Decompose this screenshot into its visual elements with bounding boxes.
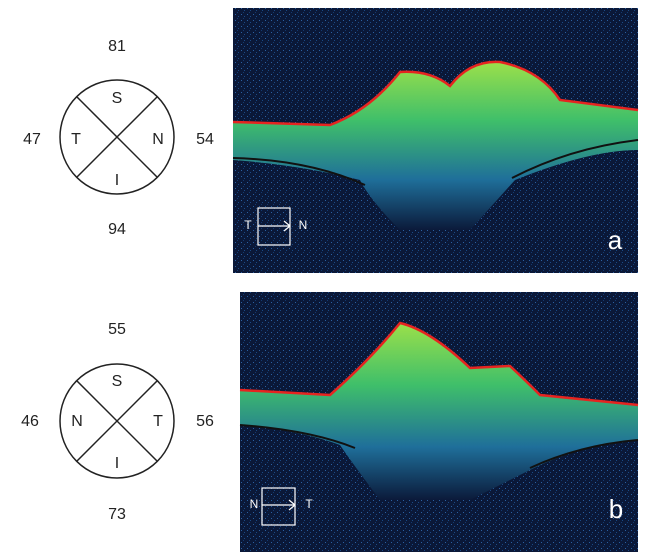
nasal-label: N — [71, 413, 83, 430]
nasal-value: 46 — [21, 413, 39, 430]
inferior-label: I — [115, 172, 119, 189]
temporal-label: T — [153, 413, 163, 430]
quadrant-diagram: 81 47 54 94 S T N I — [23, 38, 214, 238]
inferior-value: 94 — [108, 221, 126, 238]
temporal-label: T — [71, 131, 81, 148]
orientation-right: N — [299, 218, 308, 232]
inferior-value: 73 — [108, 506, 126, 523]
orientation-left: N — [250, 497, 259, 511]
panel-letter: b — [609, 494, 623, 524]
nasal-label: N — [152, 131, 164, 148]
orientation-left: T — [244, 218, 252, 232]
panel-letter: a — [608, 225, 623, 255]
oct-image: T N a — [233, 8, 638, 273]
nasal-value: 54 — [196, 131, 214, 148]
quadrant-diagram: 55 46 56 73 S N T I — [21, 321, 214, 523]
figure: 81 47 54 94 S T N I T N a 55 46 56 73 — [0, 0, 647, 553]
superior-label: S — [112, 90, 123, 107]
superior-value: 81 — [108, 38, 126, 55]
orientation-right: T — [305, 497, 313, 511]
superior-value: 55 — [108, 321, 126, 338]
inferior-label: I — [115, 455, 119, 472]
superior-label: S — [112, 373, 123, 390]
temporal-value: 56 — [196, 413, 214, 430]
temporal-value: 47 — [23, 131, 41, 148]
oct-image: N T b — [240, 292, 638, 552]
